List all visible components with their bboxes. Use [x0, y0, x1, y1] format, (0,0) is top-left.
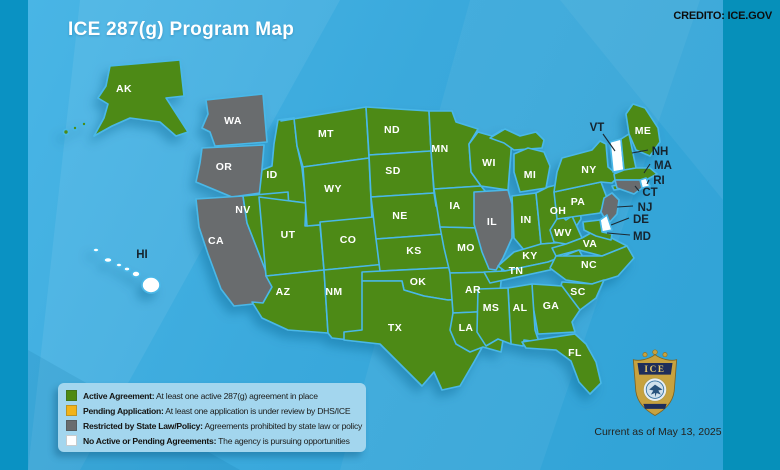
state-ms — [476, 287, 512, 347]
state-label-mt: MT — [318, 128, 334, 140]
legend-swatch-pending — [66, 405, 77, 416]
state-label-mo: MO — [457, 242, 475, 254]
state-ct — [614, 179, 643, 195]
legend-description: At least one active 287(g) agreement in … — [156, 390, 318, 401]
ice-badge-icon: ICE — [632, 349, 678, 416]
state-sd — [368, 150, 435, 198]
state-label-ca: CA — [208, 235, 224, 247]
state-label-mn: MN — [431, 143, 448, 155]
badge-ice-text: ICE — [644, 364, 665, 374]
legend-panel: Active Agreement: At least one active 28… — [58, 383, 366, 452]
state-label-sc: SC — [570, 286, 585, 298]
state-label-sd: SD — [385, 165, 400, 177]
state-label-ks: KS — [406, 245, 421, 257]
state-label-mi: MI — [524, 169, 536, 181]
legend-label: Active Agreement: — [83, 390, 155, 401]
state-label-wy: WY — [324, 183, 342, 195]
legend-description: At least one application is under review… — [165, 405, 351, 416]
state-label-il: IL — [487, 216, 497, 228]
state-label-id: ID — [266, 169, 277, 181]
state-hi — [92, 247, 161, 294]
state-label-co: CO — [340, 234, 357, 246]
legend-swatch-none — [66, 435, 77, 446]
state-label-pa: PA — [571, 196, 586, 208]
state-label-tn: TN — [509, 265, 524, 277]
badge-eagle-icon — [649, 384, 663, 398]
state-wa — [201, 93, 268, 147]
state-label-la: LA — [459, 322, 474, 334]
state-labels: AK WA OR CA ID NV UT AZ MT WY CO NM ND S… — [116, 83, 651, 359]
state-label-nd: ND — [384, 124, 400, 136]
state-ak-island — [72, 125, 78, 131]
state-nc — [549, 245, 635, 285]
page-title: ICE 287(g) Program Map — [68, 19, 295, 40]
credit-text: CREDITO: ICE.GOV — [673, 10, 772, 22]
legend-item-pending: Pending Application: At least one applic… — [66, 405, 358, 416]
state-mi-lower — [513, 147, 551, 193]
state-label-ny: NY — [581, 164, 596, 176]
state-label-al: AL — [513, 302, 528, 314]
state-label-md: MD — [633, 231, 651, 243]
state-tx — [343, 280, 485, 391]
state-label-ct: CT — [642, 187, 657, 199]
state-label-ar: AR — [465, 284, 481, 296]
legend-item-restricted: Restricted by State Law/Policy: Agreemen… — [66, 420, 362, 431]
state-label-ri: RI — [653, 175, 665, 187]
state-label-ms: MS — [483, 302, 500, 314]
state-ak — [93, 59, 189, 137]
legend-swatch-active — [66, 390, 77, 401]
legend-item-active: Active Agreement: At least one active 28… — [66, 390, 358, 401]
state-label-nm: NM — [325, 286, 342, 298]
state-md — [582, 219, 613, 241]
state-label-ok: OK — [410, 276, 427, 288]
legend-description: The agency is pursuing opportunities — [218, 435, 350, 446]
state-label-wi: WI — [482, 157, 496, 169]
state-label-az: AZ — [276, 286, 291, 298]
state-label-ak: AK — [116, 83, 132, 95]
legend-label: Restricted by State Law/Policy: — [83, 420, 203, 431]
state-label-in: IN — [520, 214, 531, 226]
state-label-ia: IA — [449, 200, 460, 212]
state-label-nh: NH — [652, 146, 669, 158]
current-as-of-text: Current as of May 13, 2025 — [594, 426, 722, 438]
state-label-nj: NJ — [638, 202, 653, 214]
legend-label: No Active or Pending Agreements: — [83, 435, 217, 446]
state-label-wa: WA — [224, 115, 242, 127]
legend-item-none: No Active or Pending Agreements: The age… — [66, 435, 358, 446]
state-label-va: VA — [583, 238, 598, 250]
state-fl — [521, 333, 602, 395]
state-label-ma: MA — [654, 160, 672, 172]
state-label-ut: UT — [281, 229, 296, 241]
state-label-tx: TX — [388, 322, 402, 334]
state-label-fl: FL — [568, 347, 582, 359]
legend-label: Pending Application: — [83, 405, 164, 416]
state-label-de: DE — [633, 214, 649, 226]
legend-description: Agreements prohibited by state law or po… — [204, 420, 363, 431]
state-label-vt: VT — [590, 122, 605, 134]
state-label-or: OR — [216, 161, 233, 173]
right-accent-band — [723, 0, 780, 470]
state-label-wv: WV — [554, 227, 572, 239]
state-label-oh: OH — [550, 205, 567, 217]
state-label-me: ME — [635, 125, 652, 137]
state-label-hi: HI — [136, 249, 148, 261]
state-label-nv: NV — [235, 204, 250, 216]
state-me — [625, 103, 661, 157]
state-ak-island — [62, 128, 70, 136]
state-mi-upper — [489, 128, 545, 151]
state-label-ga: GA — [543, 300, 560, 312]
state-ak-island — [81, 121, 87, 127]
state-label-nc: NC — [581, 259, 597, 271]
state-ny — [553, 140, 620, 193]
left-accent-strip — [0, 0, 28, 470]
northeast-callouts: VT NH MA RI CT NJ DE MD — [590, 122, 672, 243]
states-layer — [62, 59, 661, 395]
state-label-ne: NE — [392, 210, 407, 222]
state-label-ky: KY — [522, 250, 537, 262]
legend-swatch-restricted — [66, 420, 77, 431]
